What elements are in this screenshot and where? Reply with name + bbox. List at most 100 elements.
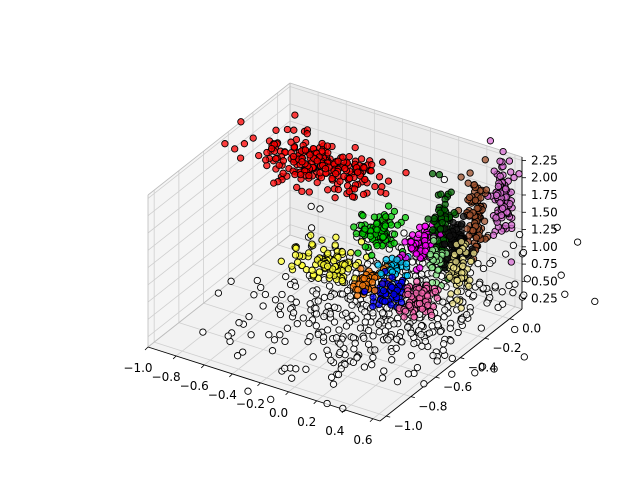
data-point-cluster-2 xyxy=(292,244,300,252)
data-point-cluster-2 xyxy=(323,262,332,270)
data-point-cluster-0 xyxy=(276,331,284,339)
data-point-cluster-0 xyxy=(463,310,471,319)
data-point-cluster-0 xyxy=(348,311,356,320)
data-point-cluster-10 xyxy=(441,240,449,248)
x-tick-label: −1.0 xyxy=(123,361,152,375)
data-point-cluster-0 xyxy=(338,290,347,298)
data-point-cluster-0 xyxy=(360,334,368,342)
data-point-cluster-12 xyxy=(492,191,501,199)
grid-line-z xyxy=(147,224,291,337)
data-point-cluster-1 xyxy=(357,155,366,163)
data-point-cluster-12 xyxy=(494,182,503,191)
data-point-cluster-0 xyxy=(227,277,235,285)
data-point-cluster-1 xyxy=(249,134,257,142)
data-point-cluster-4 xyxy=(368,278,377,286)
data-point-cluster-0 xyxy=(257,283,265,292)
data-point-cluster-8 xyxy=(423,292,432,300)
data-point-cluster-14 xyxy=(426,250,434,259)
data-point-cluster-6 xyxy=(378,280,387,288)
data-point-cluster-0 xyxy=(253,276,261,285)
data-point-cluster-1 xyxy=(298,158,306,166)
data-point-cluster-0 xyxy=(448,354,456,363)
data-point-cluster-0 xyxy=(561,290,569,298)
data-point-cluster-0 xyxy=(360,363,369,371)
data-point-cluster-0 xyxy=(283,324,292,332)
data-point-cluster-8 xyxy=(413,277,421,286)
data-point-cluster-0 xyxy=(477,324,485,332)
data-point-cluster-0 xyxy=(509,241,518,250)
data-point-cluster-1 xyxy=(303,130,311,138)
data-point-cluster-0 xyxy=(292,365,300,373)
data-point-cluster-12 xyxy=(505,157,514,165)
data-point-cluster-6 xyxy=(369,302,377,311)
data-point-cluster-0 xyxy=(312,290,320,298)
data-point-cluster-0 xyxy=(346,292,354,300)
data-point-cluster-12 xyxy=(502,222,510,230)
data-point-cluster-8 xyxy=(415,299,424,308)
data-point-cluster-3 xyxy=(373,242,381,250)
data-point-cluster-0 xyxy=(407,329,415,337)
data-point-cluster-0 xyxy=(471,369,479,377)
y-tick-mark xyxy=(435,376,440,379)
data-point-cluster-0 xyxy=(316,205,324,213)
data-point-cluster-0 xyxy=(314,297,322,305)
data-point-cluster-0 xyxy=(271,296,280,304)
data-point-cluster-1 xyxy=(332,169,340,178)
data-point-cluster-13 xyxy=(457,238,466,246)
data-point-cluster-0 xyxy=(371,346,379,354)
z-tick-label: 0.25 xyxy=(531,292,558,306)
data-point-cluster-0 xyxy=(413,363,422,372)
data-point-cluster-12 xyxy=(501,185,510,193)
data-point-cluster-0 xyxy=(287,295,295,303)
data-point-cluster-2 xyxy=(305,249,313,257)
data-point-cluster-0 xyxy=(281,364,289,373)
grid-line-y xyxy=(203,302,436,378)
data-point-cluster-2 xyxy=(277,257,285,265)
data-point-cluster-13 xyxy=(467,257,475,266)
data-point-cluster-2 xyxy=(326,271,334,279)
data-point-cluster-9 xyxy=(430,214,438,223)
data-point-cluster-8 xyxy=(424,301,432,309)
data-point-cluster-1 xyxy=(324,186,332,194)
x-tick-label: 0.0 xyxy=(269,406,288,420)
data-point-cluster-2 xyxy=(308,266,316,274)
x-tick-label: −0.8 xyxy=(152,370,181,384)
data-point-cluster-0 xyxy=(404,323,412,331)
data-point-cluster-0 xyxy=(307,202,315,211)
data-point-cluster-1 xyxy=(354,168,362,176)
x-tick-label: 0.4 xyxy=(325,424,344,438)
data-point-cluster-0 xyxy=(380,367,388,375)
data-point-cluster-0 xyxy=(336,340,344,348)
data-point-cluster-0 xyxy=(491,282,499,290)
data-point-cluster-3 xyxy=(350,223,358,231)
data-point-cluster-2 xyxy=(352,261,360,269)
data-point-cluster-5 xyxy=(377,269,385,278)
data-point-cluster-0 xyxy=(439,346,447,354)
data-point-cluster-3 xyxy=(382,213,390,221)
grid-line-z xyxy=(147,86,291,199)
data-point-cluster-6 xyxy=(369,293,377,301)
data-point-cluster-1 xyxy=(297,170,305,179)
data-point-cluster-0 xyxy=(235,319,243,327)
z-tick-label: 2.25 xyxy=(531,153,558,167)
data-point-cluster-0 xyxy=(400,229,408,237)
data-point-cluster-8 xyxy=(418,289,426,297)
data-point-cluster-8 xyxy=(428,311,436,319)
data-point-cluster-6 xyxy=(387,301,395,309)
data-point-cluster-0 xyxy=(519,248,528,257)
data-point-cluster-1 xyxy=(316,169,324,177)
data-point-cluster-10 xyxy=(459,212,468,221)
y-tick-label: −0.4 xyxy=(468,361,497,375)
data-point-cluster-1 xyxy=(341,164,349,173)
data-point-cluster-6 xyxy=(379,286,388,295)
data-point-cluster-0 xyxy=(591,297,599,306)
data-point-cluster-0 xyxy=(259,302,267,310)
data-point-cluster-1 xyxy=(305,171,313,180)
data-point-cluster-1 xyxy=(313,157,321,165)
data-point-cluster-0 xyxy=(433,315,442,323)
data-point-cluster-0 xyxy=(369,309,377,317)
grid-line-z xyxy=(289,103,523,179)
data-point-cluster-0 xyxy=(325,282,334,290)
data-point-cluster-8 xyxy=(400,313,408,321)
data-point-cluster-0 xyxy=(320,293,329,302)
